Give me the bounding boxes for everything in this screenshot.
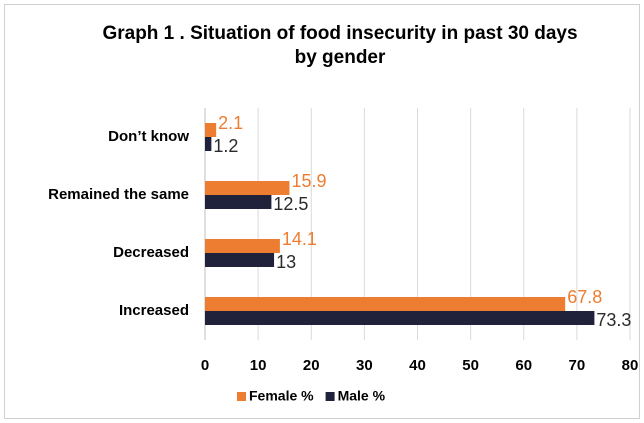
y-tick-label: Decreased [113, 244, 189, 261]
bar [205, 123, 217, 137]
y-tick-label: Don’t know [108, 128, 189, 145]
x-tick-label: 40 [409, 357, 426, 374]
bar [205, 137, 212, 151]
y-tick-label: Remained the same [48, 186, 189, 203]
x-tick-label: 0 [201, 357, 209, 374]
x-tick-label: 30 [356, 357, 373, 374]
data-label: 14.1 [282, 229, 317, 249]
legend-label: Female % [249, 388, 314, 404]
bar [205, 311, 595, 325]
data-label: 15.9 [291, 171, 326, 191]
chart-border [4, 4, 640, 419]
data-label: 13 [276, 252, 296, 272]
bar [205, 253, 275, 267]
x-tick-label: 10 [250, 357, 267, 374]
x-tick-label: 50 [462, 357, 479, 374]
bar [205, 239, 280, 253]
bar [205, 181, 290, 195]
data-label: 12.5 [273, 194, 308, 214]
data-label: 2.1 [218, 113, 243, 133]
data-label: 73.3 [596, 310, 631, 330]
data-label: 67.8 [567, 287, 602, 307]
x-tick-label: 80 [622, 357, 639, 374]
chart-title: Graph 1 . Situation of food insecurity i… [102, 23, 578, 68]
x-tick-label: 60 [515, 357, 532, 374]
bar [205, 195, 272, 209]
y-tick-label: Increased [119, 302, 189, 319]
legend-label: Male % [338, 388, 386, 404]
bar [205, 297, 566, 311]
legend-swatch [325, 392, 335, 401]
x-tick-label: 70 [569, 357, 586, 374]
data-label: 1.2 [213, 136, 238, 156]
x-tick-label: 20 [303, 357, 320, 374]
legend-swatch [237, 392, 246, 401]
